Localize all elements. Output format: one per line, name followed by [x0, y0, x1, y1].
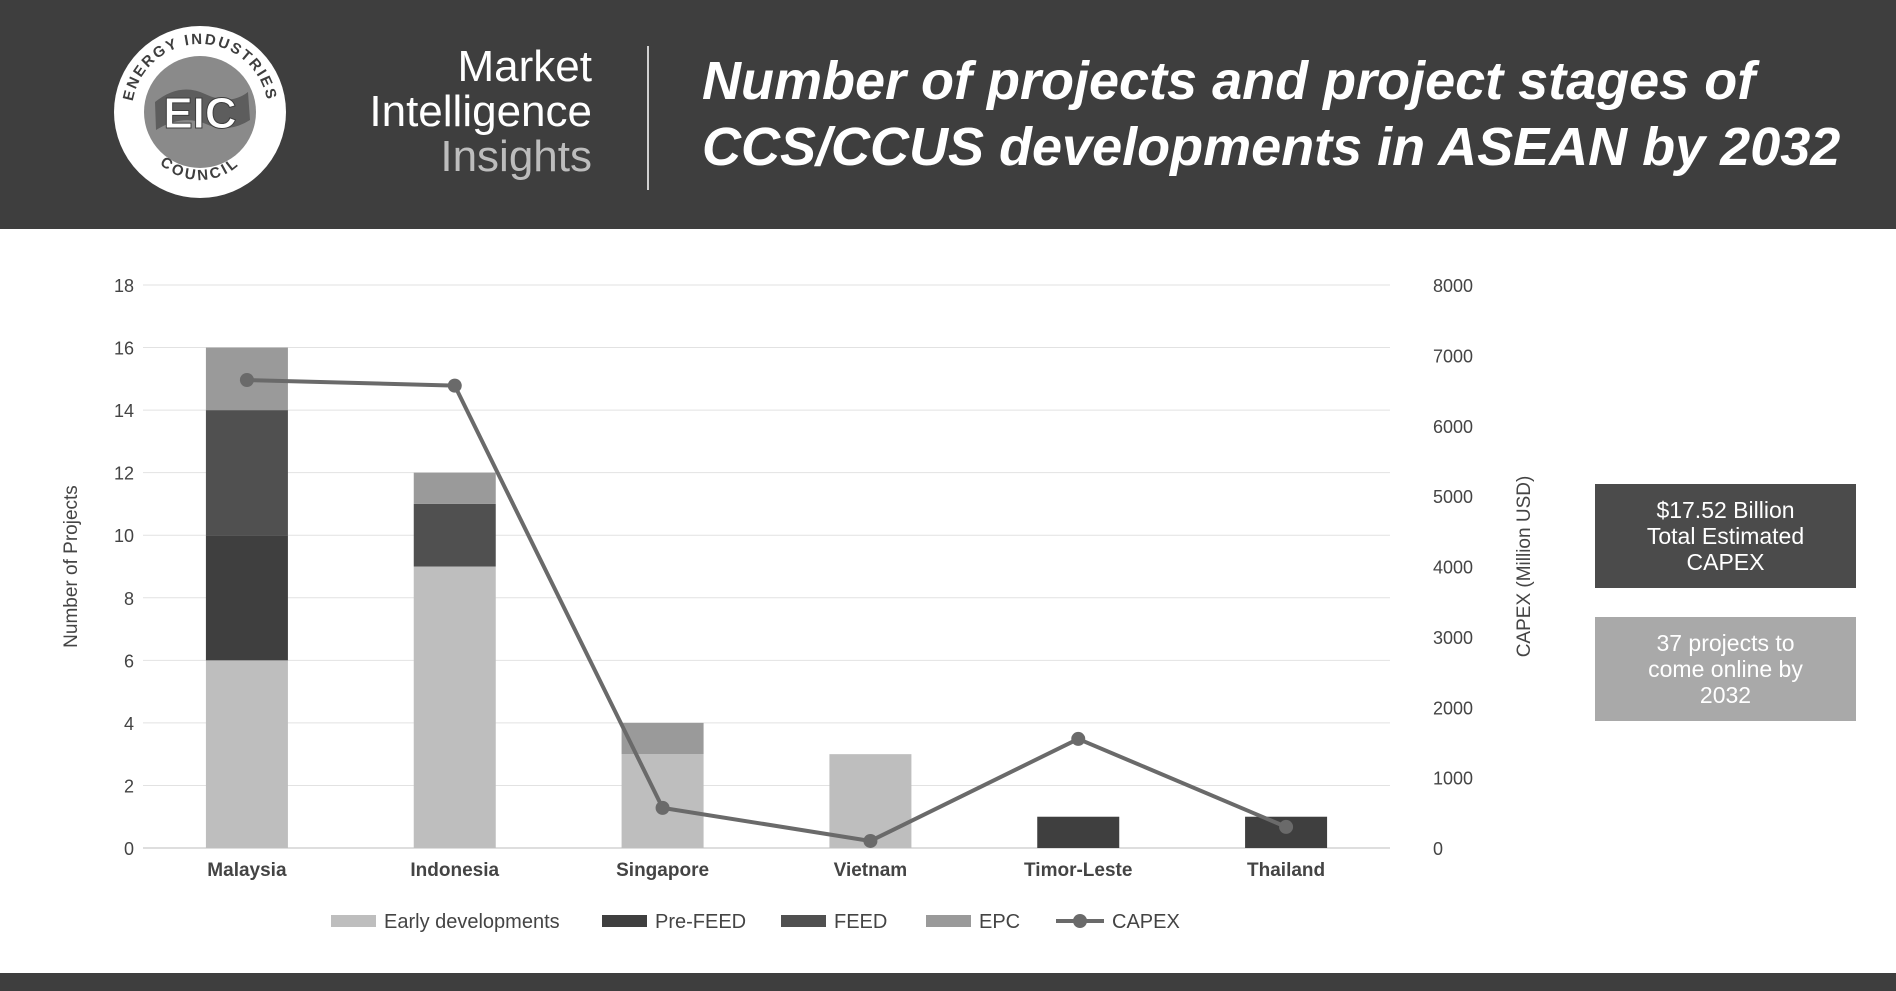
x-tick-label: Singapore — [616, 860, 709, 881]
chart-title: Number of projects and project stages of… — [702, 48, 1852, 180]
legend-swatch — [926, 915, 971, 927]
projects-count-box: 37 projects to come online by 2032 — [1595, 617, 1856, 721]
x-tick-label: Timor-Leste — [1024, 860, 1132, 881]
capex-box-line-1: $17.52 Billion — [1656, 497, 1795, 523]
capex-point — [1071, 731, 1086, 746]
y2-tick-label: 6000 — [1433, 417, 1473, 437]
y2-tick-label: 3000 — [1433, 628, 1473, 648]
y-tick-label: 4 — [124, 714, 134, 734]
legend-swatch — [781, 915, 826, 927]
capex-box-line-2: Total Estimated — [1646, 523, 1805, 549]
capex-total-box: $17.52 Billion Total Estimated CAPEX — [1595, 484, 1856, 588]
y2-tick-label: 5000 — [1433, 487, 1473, 507]
x-tick-label: Vietnam — [834, 860, 908, 881]
capex-point — [1279, 819, 1294, 834]
chart-title-line-2: CCS/CCUS developments in ASEAN by 2032 — [702, 117, 1841, 177]
y2-tick-label: 8000 — [1433, 276, 1473, 296]
legend: Early developments Pre-FEED FEED EPC CAPEX — [331, 911, 1180, 933]
footer-band — [0, 973, 1896, 991]
legend-label: Early developments — [384, 911, 560, 933]
x-tick-label: Thailand — [1247, 860, 1325, 881]
y-tick-label: 2 — [124, 776, 134, 796]
brand-wordmark: Market Intelligence Insights — [300, 44, 592, 179]
y2-axis-title: CAPEX (Million USD) — [1514, 476, 1535, 658]
capex-point — [239, 373, 254, 388]
y-tick-label: 16 — [114, 339, 134, 359]
capex-box-line-3: CAPEX — [1686, 549, 1765, 575]
y2-tick-label: 0 — [1433, 839, 1443, 859]
x-tick-label: Indonesia — [410, 860, 499, 881]
capex-point — [655, 800, 670, 815]
legend-label: FEED — [834, 911, 887, 933]
legend-capex-marker — [1073, 914, 1087, 928]
y2-tick-label: 1000 — [1433, 769, 1473, 789]
capex-point — [447, 378, 462, 393]
legend-swatch — [602, 915, 647, 927]
y-tick-label: 10 — [114, 526, 134, 546]
bar-segment-epc — [413, 472, 496, 504]
brand-line-2: Intelligence — [369, 87, 592, 136]
header-divider — [647, 46, 649, 190]
y-tick-label: 0 — [124, 839, 134, 859]
globe-continents — [155, 89, 250, 130]
legend-label: CAPEX — [1112, 911, 1180, 933]
bar-segment-early-developments — [829, 754, 912, 848]
x-tick-label: Malaysia — [207, 860, 287, 881]
projects-box-line-1: 37 projects to — [1656, 630, 1795, 656]
y-axis-title: Number of Projects — [61, 485, 82, 648]
gridlines — [143, 284, 1390, 849]
axes: 0 2 4 6 8 10 12 14 16 18 0 1000 2000 3000 4000 5000 6000… — [61, 276, 1535, 881]
capex-point — [863, 833, 878, 848]
bar-segment-early-developments — [205, 660, 288, 848]
y2-tick-label: 2000 — [1433, 698, 1473, 718]
bar-segment-feed — [205, 410, 288, 536]
stacked-bar-chart: 0 2 4 6 8 10 12 14 16 18 0 1000 2000 3000 4000 5000 6000… — [61, 276, 1535, 933]
bar-segment-early-developments — [413, 566, 496, 848]
y-tick-label: 12 — [114, 464, 134, 484]
projects-box-line-2: come online by — [1648, 656, 1803, 682]
y-tick-label: 8 — [124, 589, 134, 609]
projects-box-line-3: 2032 — [1699, 682, 1752, 708]
capex-line — [246, 378, 1287, 843]
bars — [205, 347, 1328, 848]
legend-label: Pre-FEED — [655, 911, 746, 933]
header-banner: ENERGY INDUSTRIES COUNCIL EIC Market Int… — [0, 0, 1896, 229]
logo-monogram: EIC — [163, 89, 236, 138]
y2-tick-label: 7000 — [1433, 346, 1473, 366]
capex-line-series — [239, 373, 1294, 848]
brand-line-1: Market — [457, 42, 592, 91]
y2-tick-label: 4000 — [1433, 558, 1473, 578]
legend-swatch — [331, 915, 376, 927]
y-tick-label: 18 — [114, 276, 134, 296]
y-tick-label: 6 — [124, 651, 134, 671]
eic-logo: ENERGY INDUSTRIES COUNCIL EIC — [114, 26, 286, 198]
bar-segment-feed — [413, 503, 496, 567]
legend-label: EPC — [979, 911, 1020, 933]
brand-line-3: Insights — [440, 132, 592, 181]
bar-segment-pre-feed — [1037, 816, 1120, 848]
chart-title-line-1: Number of projects and project stages of — [702, 51, 1756, 111]
bar-segment-pre-feed — [205, 535, 288, 661]
y-tick-label: 14 — [114, 401, 134, 421]
